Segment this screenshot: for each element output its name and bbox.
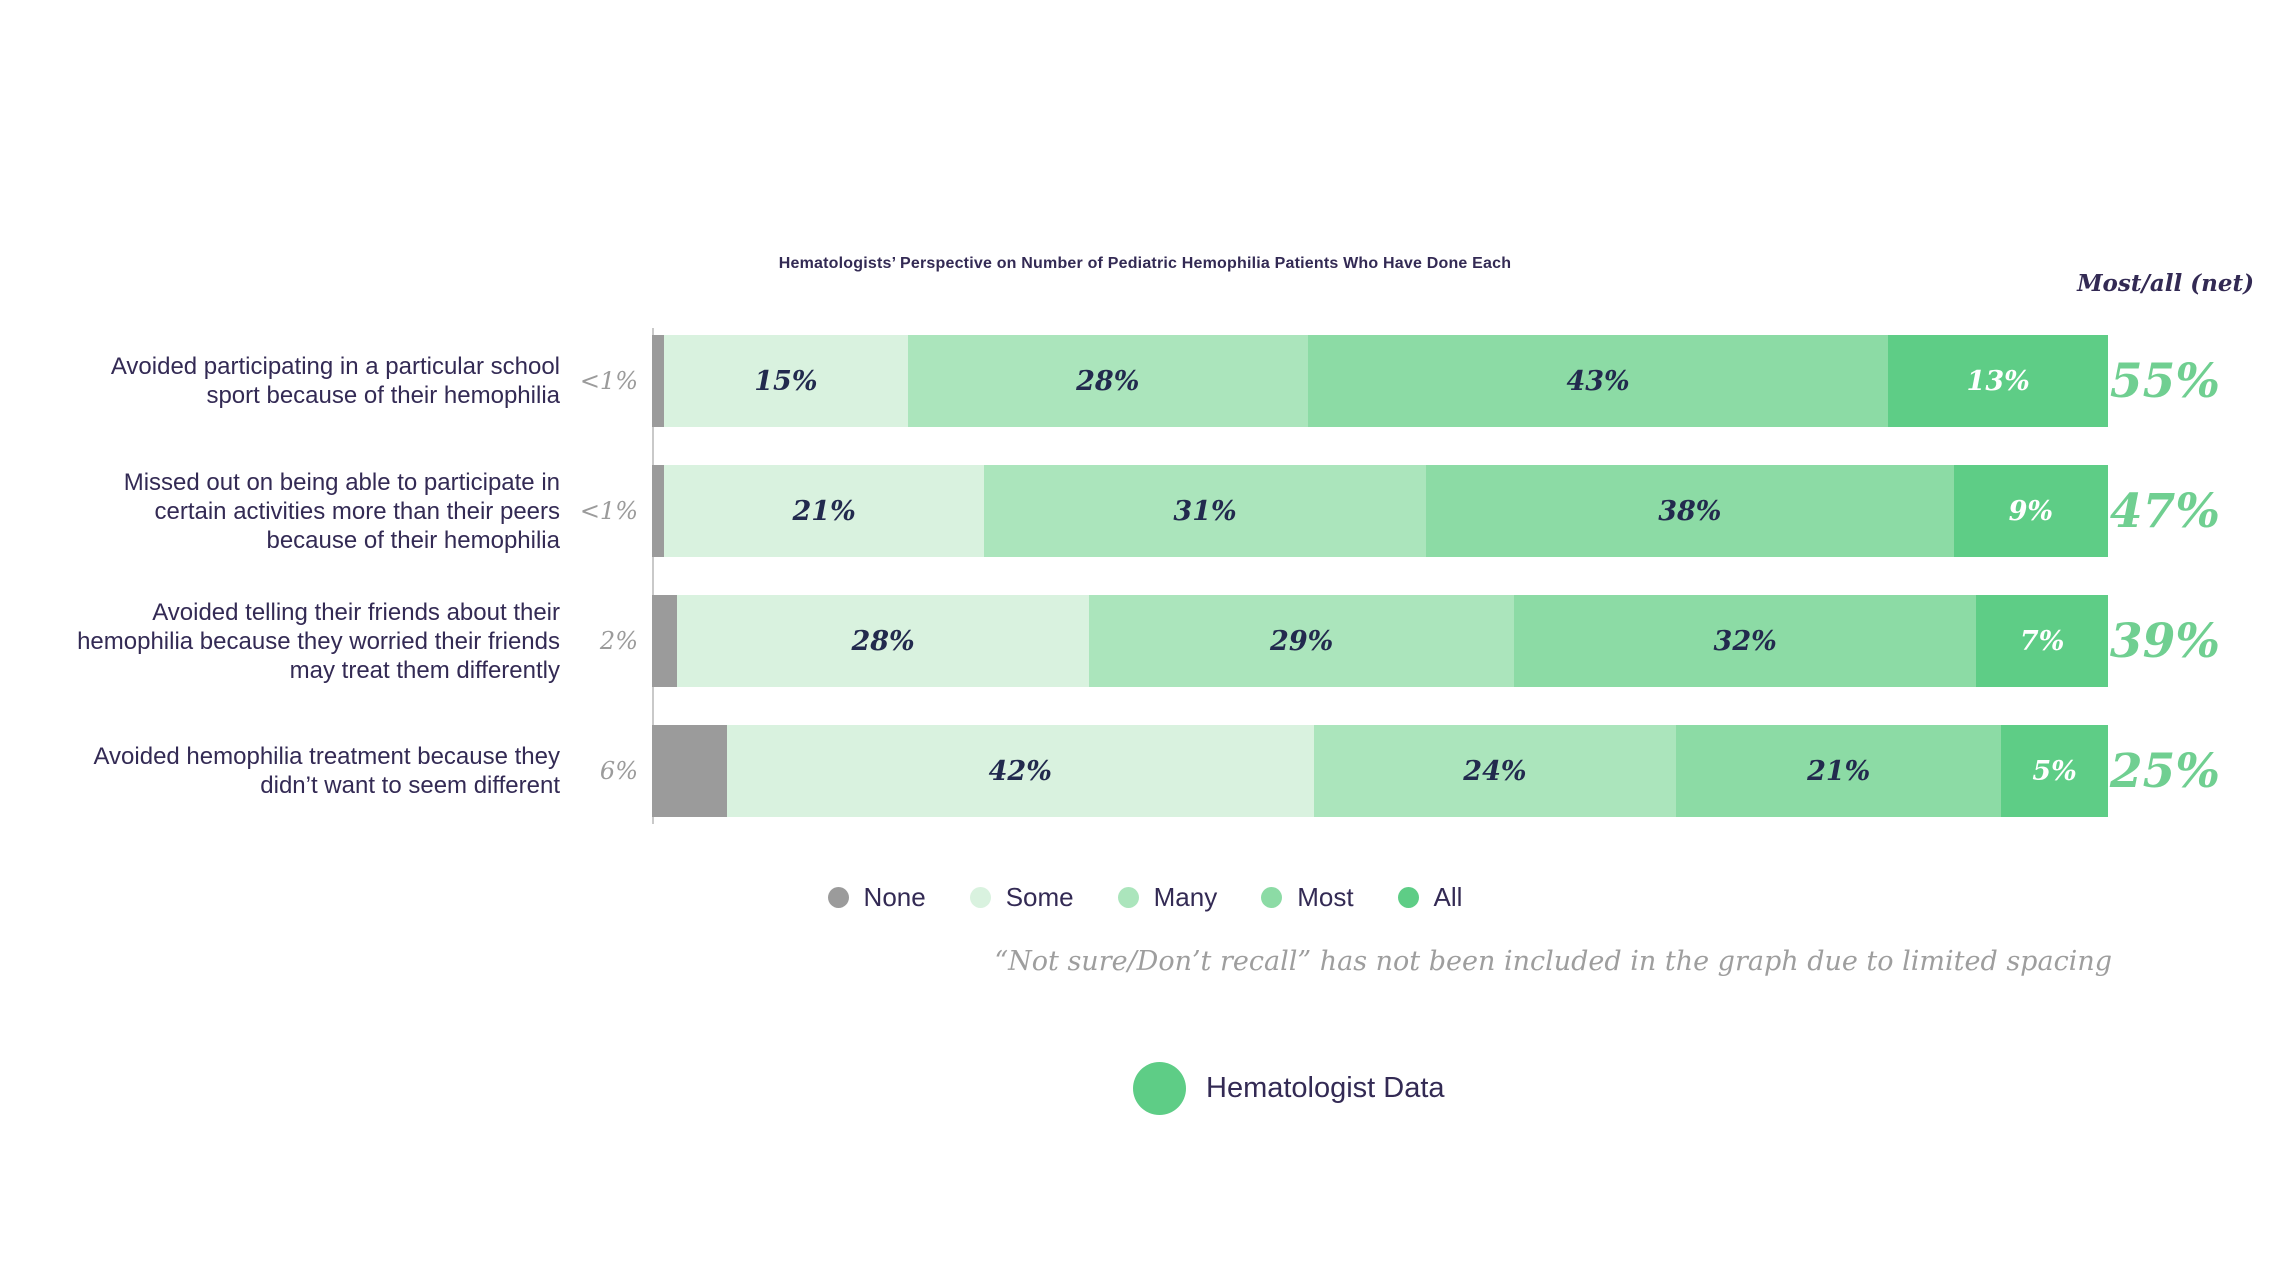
bar-row: Avoided telling their friends about thei… xyxy=(60,595,2220,687)
segment-most: 32% xyxy=(1514,595,1977,687)
chart-title: Hematologists’ Perspective on Number of … xyxy=(778,255,1512,272)
segment-all: 7% xyxy=(1976,595,2108,687)
legend-item-most: Most xyxy=(1261,882,1354,913)
net-value: 47% xyxy=(2109,483,2220,539)
footnote: “Not sure/Don’t recall” has not been inc… xyxy=(994,946,2112,977)
category-label: Avoided hemophilia treatment because the… xyxy=(93,743,560,799)
all-swatch-icon xyxy=(1397,887,1419,908)
stacked-bar: 28% 29% 32% 7% xyxy=(652,595,2108,687)
stacked-bar: 21% 31% 38% 9% xyxy=(652,465,2108,557)
legend-item-all: All xyxy=(1397,882,1463,913)
source-legend: Hematologist Data xyxy=(1133,1062,1445,1115)
source-legend-label: Hematologist Data xyxy=(1206,1072,1445,1104)
many-swatch-icon xyxy=(1117,887,1139,908)
segment-many: 31% xyxy=(984,465,1427,557)
none-value-label: <1% xyxy=(579,367,638,395)
segment-many: 24% xyxy=(1313,725,1677,817)
y-axis-line xyxy=(652,328,654,824)
segment-most: 43% xyxy=(1307,335,1889,427)
legend-label: None xyxy=(863,882,926,912)
bar-row: Missed out on being able to participate … xyxy=(60,465,2220,557)
segment-all: 9% xyxy=(1953,465,2108,557)
segment-most: 21% xyxy=(1676,725,2002,817)
legend: None Some Many Most All xyxy=(0,882,2290,913)
segment-all: 5% xyxy=(2001,725,2109,817)
bar-row: Avoided hemophilia treatment because the… xyxy=(60,725,2220,817)
legend-item-many: Many xyxy=(1117,882,1218,913)
segment-none xyxy=(652,465,665,557)
some-swatch-icon xyxy=(969,887,991,908)
stacked-bar: 42% 24% 21% 5% xyxy=(652,725,2109,817)
net-value: 25% xyxy=(2109,743,2220,799)
segment-many: 28% xyxy=(907,335,1308,427)
legend-item-some: Some xyxy=(969,882,1074,913)
none-value-label: 2% xyxy=(599,627,638,655)
legend-label: Some xyxy=(1005,882,1074,912)
segment-some: 15% xyxy=(664,335,908,427)
segment-none xyxy=(652,335,665,427)
net-value: 55% xyxy=(2109,353,2220,409)
segment-none xyxy=(652,595,677,687)
segment-some: 28% xyxy=(676,595,1090,687)
segment-some: 42% xyxy=(726,725,1314,817)
segment-some: 21% xyxy=(664,465,985,557)
bar-row: Avoided participating in a particular sc… xyxy=(60,335,2220,427)
segment-none xyxy=(652,725,727,817)
category-label: Avoided telling their friends about thei… xyxy=(77,598,560,684)
segment-most: 38% xyxy=(1426,465,1954,557)
none-value-label: <1% xyxy=(579,497,638,525)
legend-label: All xyxy=(1433,882,1463,912)
legend-item-none: None xyxy=(827,882,926,913)
category-label: Avoided participating in a particular sc… xyxy=(110,353,560,409)
none-swatch-icon xyxy=(827,887,849,908)
net-value: 39% xyxy=(2109,613,2220,669)
hematologist-data-dot-icon xyxy=(1133,1062,1186,1115)
most-swatch-icon xyxy=(1261,887,1283,908)
legend-label: Many xyxy=(1153,882,1218,912)
bar-rows: Avoided participating in a particular sc… xyxy=(60,335,2220,855)
net-header: Most/all (net) xyxy=(2077,270,2254,297)
stacked-bar: 15% 28% 43% 13% xyxy=(652,335,2108,427)
none-value-label: 6% xyxy=(599,757,638,785)
segment-many: 29% xyxy=(1089,595,1515,687)
segment-all: 13% xyxy=(1888,335,2108,427)
legend-label: Most xyxy=(1297,882,1354,912)
category-label: Missed out on being able to participate … xyxy=(123,468,560,554)
